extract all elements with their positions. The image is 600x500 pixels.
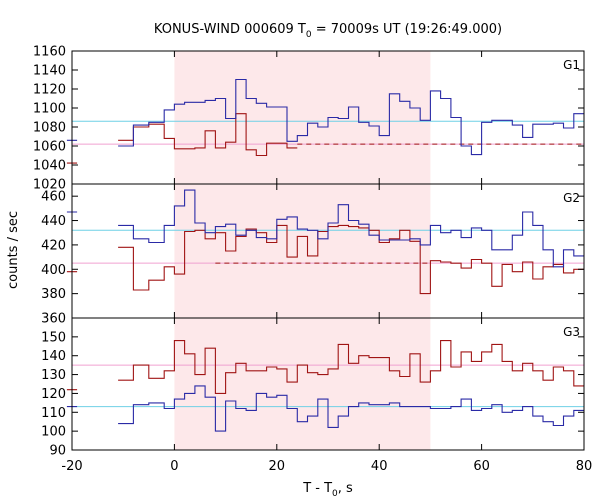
panel-label-g3: G3 bbox=[563, 325, 580, 339]
y-tick-label: 380 bbox=[41, 287, 66, 302]
y-tick-label: 420 bbox=[41, 238, 66, 253]
x-tick-label: 40 bbox=[371, 459, 388, 474]
y-tick-label: 440 bbox=[41, 214, 66, 229]
chart-title: KONUS-WIND 000609 T0 = 70009s UT (19:26:… bbox=[154, 22, 502, 40]
y-tick-label: 1040 bbox=[33, 159, 66, 174]
x-tick-label: 20 bbox=[269, 459, 286, 474]
y-tick-label: 1100 bbox=[33, 102, 66, 117]
y-tick-label: 1020 bbox=[33, 178, 66, 193]
x-tick-label: 60 bbox=[473, 459, 490, 474]
shaded-interval-g2 bbox=[174, 184, 431, 318]
y-tick-label: 460 bbox=[41, 190, 66, 205]
shaded-interval-g3 bbox=[174, 318, 431, 450]
y-tick-label: 360 bbox=[41, 312, 66, 327]
panel-frame-g3 bbox=[71, 317, 585, 451]
shaded-interval-layer bbox=[174, 51, 431, 450]
x-axis-title: T - T0, s bbox=[302, 481, 353, 499]
y-tick-label: 1060 bbox=[33, 140, 66, 155]
y-tick-label: 1160 bbox=[33, 45, 66, 60]
panel-label-g2: G2 bbox=[563, 191, 580, 205]
x-tick-label: 80 bbox=[576, 459, 593, 474]
x-tick-label: -20 bbox=[61, 459, 82, 474]
y-tick-label: 1140 bbox=[33, 64, 66, 79]
y-tick-label: 1120 bbox=[33, 83, 66, 98]
y-tick-label: 1080 bbox=[33, 121, 66, 136]
y-tick-label: 110 bbox=[41, 406, 66, 421]
y-tick-label: 100 bbox=[41, 425, 66, 440]
y-tick-label: 150 bbox=[41, 330, 66, 345]
y-tick-label: 140 bbox=[41, 349, 66, 364]
x-tick-label: 0 bbox=[170, 459, 178, 474]
y-tick-label: 130 bbox=[41, 368, 66, 383]
tick-labels-layer: 10201040106010801100112011401160G1360380… bbox=[33, 45, 592, 475]
panel-frames-layer bbox=[71, 50, 585, 451]
y-axis-title: counts / sec bbox=[6, 211, 21, 289]
y-tick-label: 120 bbox=[41, 387, 66, 402]
panel-label-g1: G1 bbox=[563, 58, 580, 72]
shaded-interval-g1 bbox=[174, 51, 431, 184]
y-tick-label: 400 bbox=[41, 263, 66, 278]
y-tick-label: 90 bbox=[49, 444, 66, 459]
